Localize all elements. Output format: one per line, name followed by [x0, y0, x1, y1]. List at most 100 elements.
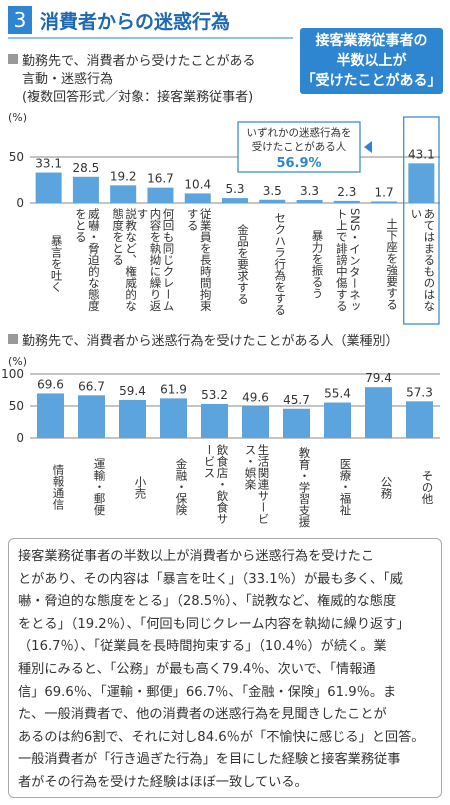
value-label: 3.3	[300, 184, 319, 198]
x-tick-label: 公務	[379, 475, 394, 499]
x-tick-label: 暴言を吐く	[49, 235, 64, 293]
x-tick-label: SNS・インターネット上で誹謗中傷する	[334, 208, 362, 312]
x-tick-label: セクハラ行為をする	[273, 212, 288, 316]
x-tick-label: 教育・学習支援	[297, 446, 312, 528]
bar	[406, 401, 433, 438]
summary-line: （16.7％）、「従業員を長時間拘束する」（10.4％）が続く。業	[18, 639, 387, 655]
value-label: 79.4	[365, 371, 392, 385]
subtitle-marker	[8, 334, 18, 344]
bar	[408, 163, 435, 203]
summary-line: あるのは約6割で、それに対し84.6％が「不愉快に感じる」と回答。	[18, 729, 425, 745]
header-title: 消費者からの迷惑行為	[40, 11, 231, 33]
summary-line: とがあり、その内容は「暴言を吐く」（33.1％）が最も多く、「威	[18, 571, 403, 587]
x-tick-label: その他	[420, 469, 435, 505]
x-tick-label: 金融・保険	[174, 458, 189, 516]
summary-line: 信」69.6％、「運輸・郵便」66.7％、「金融・保険」61.9％。ま	[18, 684, 397, 700]
bar	[283, 408, 310, 438]
value-label: 66.7	[78, 379, 105, 393]
bar	[222, 198, 248, 203]
summary-line: 嚇・脅迫的な態度をとる」（28.5％）、「説教など、権威的な態度	[18, 594, 397, 610]
value-label: 10.4	[184, 177, 211, 191]
summary-line: た、一般消費者で、他の消費者の迷惑行為を見聞きしたことが	[18, 707, 387, 723]
chart-subtitle: 勤務先で、消費者から迷惑行為を受けたことがある人（業種別）	[22, 334, 399, 349]
chart-subtitle: 勤務先で、消費者から受けたことがある	[22, 54, 256, 69]
value-label: 57.3	[406, 385, 433, 399]
bar	[72, 176, 99, 203]
bar	[147, 187, 174, 203]
y-tick-label: 50	[9, 399, 24, 413]
x-tick-label: あてはまるものはない	[409, 208, 437, 312]
value-label: 3.5	[263, 184, 282, 198]
annotation-text: いずれかの迷惑行為を	[247, 126, 352, 139]
x-tick-label: 威嚇・脅迫的な態度をとる	[73, 208, 101, 312]
x-tick-label: 情報通信	[51, 464, 66, 510]
bar	[371, 201, 398, 203]
bar	[160, 398, 187, 438]
annotation-arrow	[364, 141, 372, 153]
value-label: 45.7	[283, 393, 310, 407]
summary-line: をとる」（19.2％）、「何回も同じクレーム内容を執拗に繰り返す」	[18, 616, 410, 632]
bar	[110, 185, 137, 203]
x-tick-label: 医療・福祉	[338, 458, 353, 516]
callout-box	[300, 28, 443, 94]
bar	[78, 395, 105, 438]
y-tick-label: 0	[16, 196, 24, 210]
header-number: 3	[8, 6, 32, 34]
value-label: 28.5	[73, 161, 100, 175]
bar	[365, 387, 392, 438]
value-label: 61.9	[160, 382, 187, 396]
value-label: 53.2	[201, 388, 228, 402]
x-tick-label: 何回も同じクレーム内容を執拗に繰り返す	[135, 208, 176, 312]
summary-box	[8, 538, 442, 798]
value-label: 5.3	[225, 182, 244, 196]
callout-line: 接客業務従事者の	[315, 33, 428, 49]
header-rule	[8, 37, 293, 39]
summary-line: 者がその行為を受けた経験はほぼ一致している。	[18, 775, 308, 790]
annotation-box	[237, 121, 361, 173]
unit-label: (%)	[8, 111, 28, 124]
value-label: 43.1	[408, 147, 435, 161]
summary-line: 接客業務従事者の半数以上が消費者から迷惑行為を受けたこ	[18, 549, 375, 564]
value-label: 2.3	[337, 185, 356, 199]
x-tick-label: 説教など、権威的な態度をとる	[111, 208, 139, 312]
summary-line: 一般消費者が「行き過ぎた行為」を目にした経験と接客業務従事	[18, 752, 401, 768]
x-tick-label: 従業員を長時間拘束する	[185, 208, 213, 312]
x-tick-label: 金品を要求する	[236, 223, 250, 305]
callout-line: 半数以上が	[336, 53, 407, 69]
bar	[259, 199, 286, 203]
bar	[296, 199, 323, 203]
y-tick-label: 50	[9, 150, 24, 164]
value-label: 69.6	[37, 377, 64, 391]
x-tick-label: 生活関連サービス・娯楽	[243, 444, 271, 525]
value-label: 55.4	[324, 387, 351, 401]
value-label: 49.6	[242, 390, 269, 404]
unit-label: (%)	[8, 355, 28, 368]
y-tick-label: 100	[1, 367, 24, 381]
x-tick-label: 飲食店・飲食サービス	[202, 444, 230, 525]
bar	[201, 403, 228, 438]
summary-line: 種別にみると、「公務」が最も高く79.4％、次いで、「情報通	[18, 662, 376, 677]
annotation-text: 56.9%	[276, 156, 321, 171]
bar	[324, 402, 351, 438]
subtitle-marker	[8, 54, 18, 64]
bar	[37, 393, 64, 438]
bar	[333, 200, 360, 203]
x-tick-label: 暴力を振るう	[310, 229, 325, 299]
chart-subtitle: 言動・迷惑行為	[22, 72, 114, 87]
annotation-text: 受けたことがある人	[252, 140, 347, 153]
callout-line: 「受けたことがある」	[301, 73, 442, 89]
value-label: 16.7	[147, 172, 174, 186]
x-tick-label: 土下座を強要する	[385, 218, 400, 310]
value-label: 33.1	[35, 157, 62, 171]
y-tick-label: 0	[16, 431, 24, 445]
x-tick-label: 小売	[133, 475, 148, 499]
chart-subtitle: (複数回答形式／対象：接客業務従事者)	[22, 90, 254, 105]
x-tick-label: 運輸・郵便	[92, 458, 107, 516]
bar	[242, 406, 269, 438]
bar	[184, 193, 211, 203]
value-label: 1.7	[375, 185, 394, 199]
value-label: 59.4	[119, 384, 146, 398]
bar	[119, 399, 146, 438]
value-label: 19.2	[110, 169, 137, 183]
